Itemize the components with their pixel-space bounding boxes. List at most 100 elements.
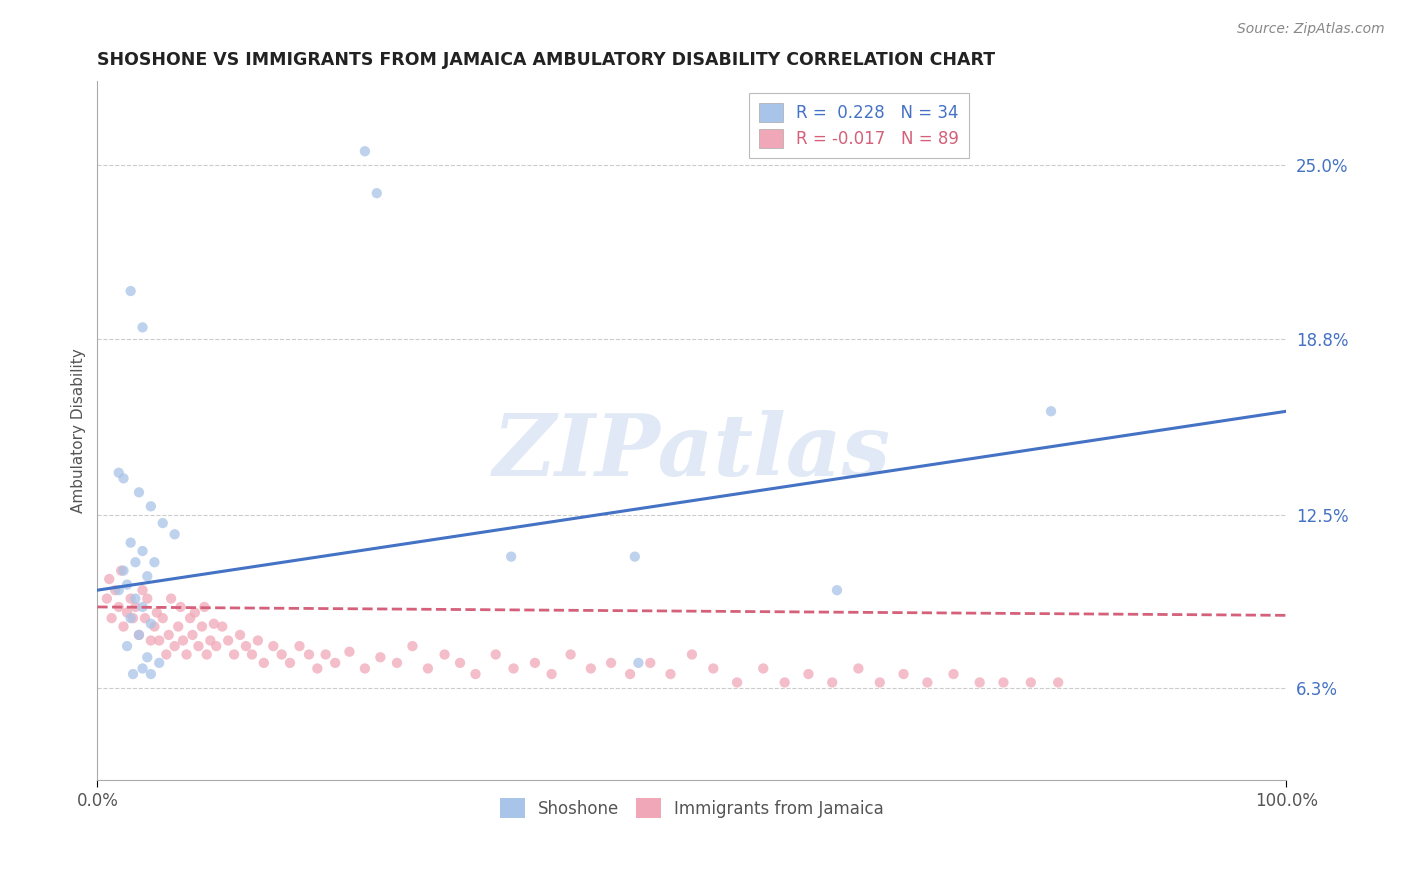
Point [205, 639, 228, 653]
Point [110, 564, 132, 578]
Text: Source: ZipAtlas.com: Source: ZipAtlas.com [1237, 22, 1385, 37]
Point [315, 648, 337, 662]
Point [181, 628, 204, 642]
Point [167, 619, 190, 633]
Point [98, 572, 121, 586]
Point [354, 145, 377, 159]
Point [619, 667, 641, 681]
Point [624, 549, 647, 564]
Point [120, 284, 142, 298]
Point [416, 661, 439, 675]
Point [240, 648, 263, 662]
Point [184, 606, 207, 620]
Point [131, 583, 153, 598]
Point [152, 516, 174, 530]
Point [128, 485, 150, 500]
Point [449, 656, 471, 670]
Point [600, 656, 623, 670]
Point [193, 599, 215, 614]
Point [96, 591, 118, 606]
Point [163, 527, 186, 541]
Point [262, 639, 284, 653]
Point [107, 599, 129, 614]
Point [502, 661, 524, 675]
Point [401, 639, 423, 653]
Point [100, 611, 122, 625]
Text: ZIPatlas: ZIPatlas [494, 410, 891, 493]
Point [120, 591, 142, 606]
Point [725, 675, 748, 690]
Point [681, 648, 703, 662]
Point [893, 667, 915, 681]
Point [917, 675, 939, 690]
Point [224, 648, 246, 662]
Point [370, 650, 392, 665]
Point [1019, 675, 1042, 690]
Point [270, 648, 292, 662]
Point [112, 471, 135, 485]
Point [139, 500, 162, 514]
Point [107, 583, 129, 598]
Point [120, 611, 142, 625]
Point [122, 667, 145, 681]
Point [366, 186, 388, 201]
Point [869, 675, 891, 690]
Point [627, 656, 650, 670]
Point [115, 606, 138, 620]
Point [229, 628, 252, 642]
Point [155, 648, 177, 662]
Point [993, 675, 1015, 690]
Point [523, 656, 546, 670]
Point [969, 675, 991, 690]
Point [172, 633, 194, 648]
Point [131, 544, 153, 558]
Point [148, 633, 170, 648]
Point [217, 633, 239, 648]
Point [659, 667, 682, 681]
Point [752, 661, 775, 675]
Point [146, 606, 169, 620]
Point [176, 648, 198, 662]
Point [560, 648, 582, 662]
Point [179, 611, 201, 625]
Point [579, 661, 602, 675]
Point [112, 619, 135, 633]
Point [131, 661, 153, 675]
Point [202, 616, 225, 631]
Y-axis label: Ambulatory Disability: Ambulatory Disability [72, 349, 86, 513]
Point [120, 535, 142, 549]
Point [339, 645, 361, 659]
Point [195, 648, 218, 662]
Point [115, 577, 138, 591]
Point [107, 466, 129, 480]
Point [773, 675, 796, 690]
Point [485, 648, 508, 662]
Point [163, 639, 186, 653]
Point [235, 639, 257, 653]
Point [200, 633, 222, 648]
Point [134, 611, 156, 625]
Point [825, 583, 848, 598]
Point [139, 667, 162, 681]
Point [131, 599, 153, 614]
Point [191, 619, 214, 633]
Point [211, 619, 233, 633]
Point [136, 591, 159, 606]
Point [433, 648, 456, 662]
Point [702, 661, 724, 675]
Point [152, 611, 174, 625]
Point [848, 661, 870, 675]
Point [122, 611, 145, 625]
Point [942, 667, 965, 681]
Point [160, 591, 183, 606]
Point [1040, 404, 1063, 418]
Point [136, 650, 159, 665]
Point [640, 656, 662, 670]
Point [298, 648, 321, 662]
Point [143, 555, 166, 569]
Point [354, 661, 377, 675]
Point [112, 564, 135, 578]
Point [131, 320, 153, 334]
Point [288, 639, 311, 653]
Point [143, 619, 166, 633]
